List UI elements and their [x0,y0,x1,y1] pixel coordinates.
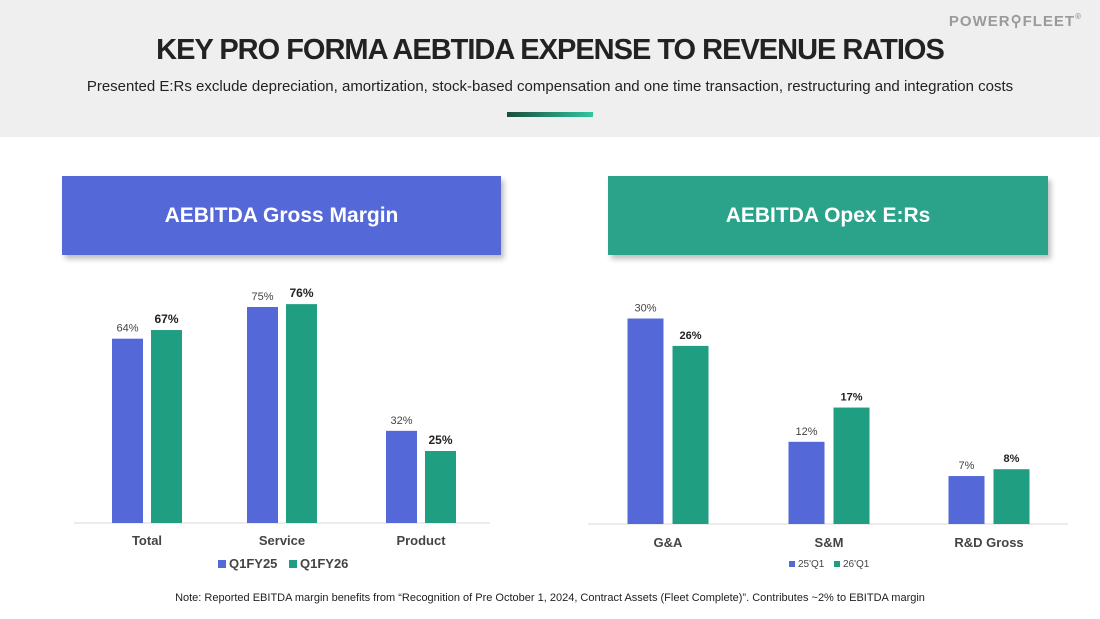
opex-legend-label: 25'Q1 [798,559,825,570]
header-band: POWER⚲FLEET® KEY PRO FORMA AEBTIDA EXPEN… [0,0,1100,137]
title-accent-bar [507,112,593,117]
opex-legend-label: 26'Q1 [843,559,870,570]
gross-margin-data-label: 67% [154,312,178,326]
gross-margin-data-label: 32% [390,415,412,427]
opex-bar-26q1-sm [833,407,870,524]
logo-registered-mark: ® [1075,12,1082,21]
gross-margin-bar-q1fy26-product [425,451,456,523]
gross-margin-panel-title: AEBITDA Gross Margin [62,176,501,255]
logo-text-2: FLEET [1022,13,1076,30]
footnote: Note: Reported EBITDA margin benefits fr… [175,592,925,604]
gross-margin-category-label: Total [132,533,162,548]
opex-legend-swatch [834,561,840,567]
opex-category-label: S&M [815,535,844,550]
opex-data-label: 17% [840,392,862,404]
opex-data-label: 7% [959,460,975,472]
gross-margin-data-label: 76% [289,286,313,300]
opex-category-label: R&D Gross [954,535,1023,550]
opex-category-label: G&A [654,535,684,550]
gross-margin-bar-q1fy25-product [386,430,417,523]
gross-margin-data-label: 25% [428,433,452,447]
opex-panel-title: AEBITDA Opex E:Rs [608,176,1048,255]
gross-margin-legend-label: Q1FY26 [300,556,348,571]
gross-margin-data-label: 75% [251,291,273,303]
opex-legend-swatch [789,561,795,567]
powerfleet-logo: POWER⚲FLEET® [949,12,1082,30]
gross-margin-bar-q1fy25-total [112,338,143,523]
opex-bar-26q1-rdgross [993,469,1030,524]
gross-margin-category-label: Service [259,533,305,548]
gross-margin-bar-q1fy25-service [247,307,278,523]
opex-bar-25q1-ga [627,318,664,524]
page-title: KEY PRO FORMA AEBTIDA EXPENSE TO REVENUE… [156,34,945,66]
gross-margin-data-label: 64% [116,323,138,335]
opex-data-label: 8% [1004,453,1020,465]
gross-margin-legend-label: Q1FY25 [229,556,277,571]
logo-pin-icon: ⚲ [1010,13,1023,30]
gross-margin-category-label: Product [396,533,446,548]
opex-bar-26q1-ga [672,345,709,524]
gross-margin-bar-q1fy26-total [151,330,182,523]
opex-data-label: 12% [795,426,817,438]
opex-data-label: 30% [634,303,656,315]
opex-bar-25q1-sm [788,441,825,524]
gross-margin-legend-swatch [289,560,297,568]
page-subtitle: Presented E:Rs exclude depreciation, amo… [86,78,1014,95]
opex-bar-25q1-rdgross [948,476,985,524]
gross-margin-bar-q1fy26-service [286,304,317,523]
logo-text: POWER [948,13,1011,30]
gross-margin-legend-swatch [218,560,226,568]
opex-data-label: 26% [679,330,701,342]
